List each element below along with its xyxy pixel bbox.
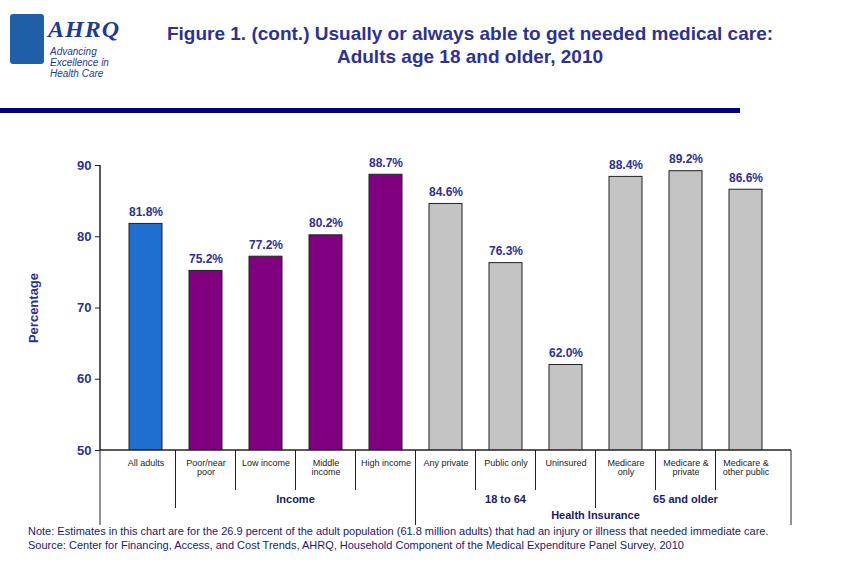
svg-text:Percentage: Percentage — [26, 273, 41, 343]
svg-text:Medicareonly: Medicareonly — [607, 458, 644, 477]
svg-text:88.4%: 88.4% — [609, 158, 643, 172]
svg-text:Uninsured: Uninsured — [545, 458, 586, 468]
svg-text:Middleincome: Middleincome — [311, 458, 340, 477]
svg-text:All adults: All adults — [128, 458, 165, 468]
svg-text:88.7%: 88.7% — [369, 156, 403, 170]
svg-text:18 to 64: 18 to 64 — [485, 493, 527, 505]
svg-text:60: 60 — [77, 371, 91, 386]
svg-text:65 and older: 65 and older — [653, 493, 719, 505]
svg-text:50: 50 — [77, 443, 91, 458]
html-text:AHRQ: AHRQ — [48, 16, 120, 42]
svg-text:75.2%: 75.2% — [189, 252, 223, 266]
svg-text:Medicare &other public: Medicare &other public — [723, 458, 770, 477]
svg-text:90: 90 — [77, 158, 91, 173]
svg-text:Poor/nearpoor: Poor/nearpoor — [186, 458, 226, 477]
svg-text:89.2%: 89.2% — [669, 152, 703, 166]
svg-text:80: 80 — [77, 229, 91, 244]
svg-text:Income: Income — [276, 493, 315, 505]
svg-text:Low income: Low income — [242, 458, 290, 468]
svg-text:Health Insurance: Health Insurance — [551, 509, 640, 521]
html-text:Figure 1. (cont.) Usually or a: Figure 1. (cont.) Usually or always able… — [167, 23, 773, 67]
svg-text:76.3%: 76.3% — [489, 244, 523, 258]
html-text:Source: Center for Financing,: Source: Center for Financing, Access, an… — [28, 539, 684, 551]
html-text:Note: Estimates in this chart: Note: Estimates in this chart are for th… — [28, 525, 769, 537]
svg-text:86.6%: 86.6% — [729, 171, 763, 185]
svg-text:84.6%: 84.6% — [429, 185, 463, 199]
svg-text:Public only: Public only — [484, 458, 528, 468]
svg-text:High income: High income — [361, 458, 411, 468]
svg-text:Medicare &private: Medicare &private — [663, 458, 709, 477]
svg-text:80.2%: 80.2% — [309, 216, 343, 230]
html-text:Advancing Excellence in Health: Advancing Excellence in Health Care — [50, 46, 109, 79]
svg-text:81.8%: 81.8% — [129, 205, 163, 219]
svg-text:77.2%: 77.2% — [249, 238, 283, 252]
svg-text:62.0%: 62.0% — [549, 346, 583, 360]
svg-text:70: 70 — [77, 300, 91, 315]
svg-text:Any private: Any private — [423, 458, 468, 468]
